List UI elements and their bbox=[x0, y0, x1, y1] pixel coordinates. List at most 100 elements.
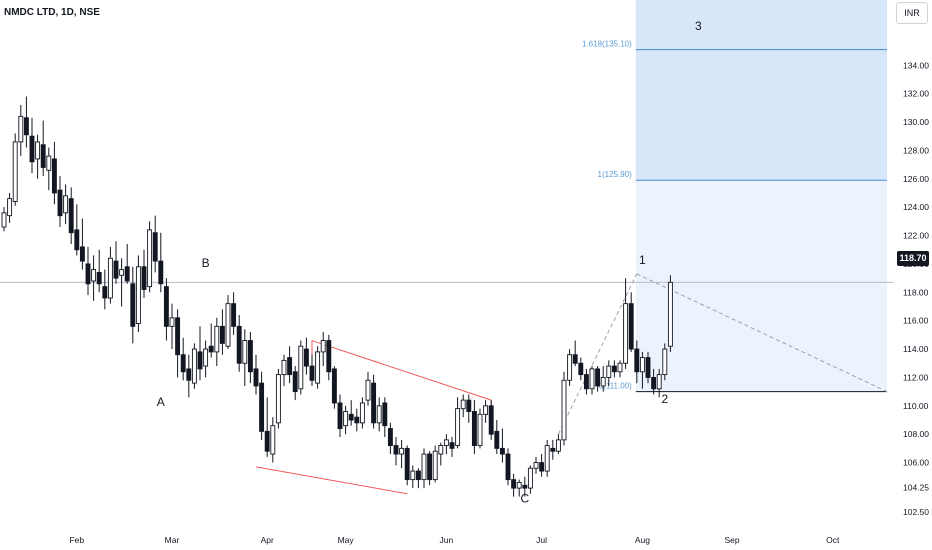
candle-body bbox=[303, 348, 309, 367]
candle-body bbox=[264, 430, 270, 452]
candle-body bbox=[186, 368, 192, 381]
candle-body bbox=[634, 348, 640, 373]
candle-body bbox=[483, 405, 489, 415]
candle-body bbox=[438, 445, 444, 455]
y-tick-label: 108.00 bbox=[903, 429, 929, 439]
candle-body bbox=[331, 368, 337, 404]
candle-body bbox=[611, 365, 617, 373]
y-tick-label: 132.00 bbox=[903, 89, 929, 99]
candle-body bbox=[102, 286, 108, 299]
candle-body bbox=[180, 354, 186, 373]
candle-body bbox=[606, 365, 612, 378]
y-tick-label: 124.00 bbox=[903, 202, 929, 212]
candle-body bbox=[29, 135, 35, 163]
candle-body bbox=[141, 266, 147, 290]
candle-body bbox=[309, 365, 315, 381]
candle-body bbox=[617, 362, 623, 373]
channel-upper-line bbox=[311, 340, 492, 401]
y-tick-label: 106.00 bbox=[903, 458, 929, 468]
wave-dashed-up bbox=[557, 273, 638, 435]
y-tick-label: 102.50 bbox=[903, 507, 929, 517]
candle-body bbox=[46, 155, 52, 171]
candle-body bbox=[488, 405, 494, 435]
candle-body bbox=[623, 303, 629, 364]
candle-body bbox=[298, 345, 304, 390]
annotation-layer: B A C 1 2 3 bbox=[157, 19, 702, 506]
x-month-label: May bbox=[338, 535, 355, 545]
candle-body bbox=[1, 212, 7, 228]
candle-body bbox=[348, 413, 354, 421]
fib-zone-upper bbox=[635, 0, 887, 181]
candle-body bbox=[662, 348, 668, 376]
candle-body bbox=[471, 411, 477, 446]
candle-body bbox=[23, 117, 29, 136]
fib-level-label: 0(111.00) bbox=[599, 382, 632, 391]
currency-button[interactable]: INR bbox=[896, 2, 928, 24]
candle-body bbox=[505, 453, 511, 481]
candle-body bbox=[337, 402, 343, 429]
candle-body bbox=[63, 195, 69, 214]
candle-body bbox=[79, 246, 85, 262]
candle-body bbox=[544, 445, 550, 472]
candle-body bbox=[203, 348, 209, 367]
y-tick-label: 116.00 bbox=[903, 316, 929, 326]
candle-body bbox=[359, 402, 365, 424]
candle-body bbox=[35, 141, 41, 160]
candle-body bbox=[533, 462, 539, 469]
candle-body bbox=[449, 442, 455, 449]
candle-body bbox=[628, 303, 634, 350]
wave-label: 2 bbox=[661, 392, 668, 406]
last-price-tag: 118.70 bbox=[897, 251, 929, 266]
candle-body bbox=[208, 345, 214, 353]
candle-body bbox=[365, 379, 371, 401]
candle-body bbox=[645, 357, 651, 378]
candle-body bbox=[57, 189, 63, 217]
candle-body bbox=[51, 158, 57, 194]
candle-body bbox=[387, 428, 393, 446]
candles-layer bbox=[1, 96, 673, 497]
x-month-label: Aug bbox=[635, 535, 650, 545]
candle-body bbox=[516, 481, 522, 489]
fib-zone-lower bbox=[635, 180, 887, 392]
candle-body bbox=[197, 351, 203, 370]
candle-body bbox=[393, 445, 399, 455]
candle-body bbox=[550, 447, 556, 452]
candle-body bbox=[275, 374, 281, 424]
candle-body bbox=[119, 269, 125, 276]
candle-body bbox=[219, 325, 225, 344]
candle-body bbox=[191, 348, 197, 384]
candle-body bbox=[651, 376, 657, 390]
y-tick-label: 104.25 bbox=[903, 482, 929, 492]
candle-body bbox=[247, 340, 253, 373]
y-tick-label: 114.00 bbox=[903, 344, 929, 354]
candle-body bbox=[270, 425, 276, 455]
candle-body bbox=[320, 340, 326, 353]
channel-lower-line bbox=[255, 466, 408, 495]
fib-extension-layer: 1.618(135.10) 1(125.90) 0(111.00) bbox=[582, 0, 887, 393]
candle-body bbox=[130, 283, 136, 327]
candle-body bbox=[124, 266, 130, 282]
candle-body bbox=[236, 325, 242, 364]
candle-body bbox=[466, 399, 472, 412]
candle-body bbox=[555, 439, 561, 452]
fib-level-label: 1(125.90) bbox=[598, 170, 633, 179]
candle-body bbox=[147, 229, 153, 288]
candle-body bbox=[371, 382, 377, 424]
candle-body bbox=[477, 413, 483, 446]
candle-body bbox=[404, 447, 410, 481]
candle-body bbox=[175, 317, 181, 356]
candle-body bbox=[415, 470, 421, 481]
candle-body bbox=[499, 447, 505, 455]
candle-body bbox=[7, 198, 13, 217]
candle-body bbox=[455, 408, 461, 446]
candle-body bbox=[595, 368, 601, 387]
y-tick-label: 110.00 bbox=[903, 401, 929, 411]
candle-body bbox=[354, 416, 360, 424]
candle-body bbox=[326, 340, 332, 373]
candle-body bbox=[600, 376, 606, 387]
candle-body bbox=[169, 317, 175, 327]
y-tick-label: 122.00 bbox=[903, 231, 929, 241]
x-month-label: Sep bbox=[724, 535, 739, 545]
candle-body bbox=[85, 263, 91, 285]
